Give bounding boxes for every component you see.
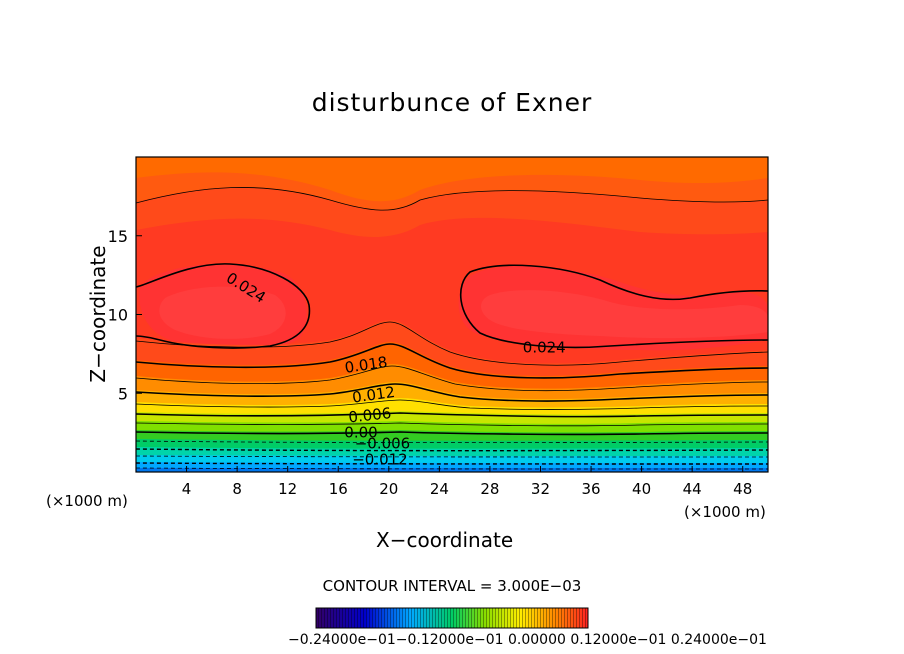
x-tick-label: 12 [278, 480, 297, 498]
x-tick-label: 48 [733, 480, 752, 498]
contour-line-0006 [136, 412, 768, 418]
x-tick-label: 4 [182, 480, 192, 498]
y-axis-label: Z−coordinate [86, 245, 110, 383]
field-lobe-left-inner [159, 286, 286, 339]
contour-field [136, 157, 768, 472]
contour-line-0009 [136, 399, 768, 410]
contour-lines [136, 187, 768, 470]
x-tick-label: 24 [430, 480, 449, 498]
y-axis: 5 10 15 [108, 227, 142, 403]
colorbar-stripes [316, 608, 588, 628]
contour-line-neg-0006 [136, 448, 768, 452]
x-axis-label: X−coordinate [376, 528, 514, 552]
contour-interval-text: CONTOUR INTERVAL = 3.000E−03 [322, 577, 582, 595]
contour-line-0012 [136, 383, 768, 402]
contour-label: 0.018 [344, 353, 389, 377]
contour-line-0003 [136, 422, 768, 427]
y-tick-label: 10 [108, 306, 128, 325]
x-axis: 4 8 12 16 20 24 28 32 36 40 44 48 [182, 466, 752, 498]
contour-line-neg-0003 [136, 440, 768, 444]
field-lobe-right-inner [481, 290, 768, 339]
x-tick-label: 16 [329, 480, 348, 498]
y-tick-label: 5 [118, 384, 128, 403]
contour-labels: 0.0240.0240.0180.0120.0060.00−0.006−0.01… [223, 269, 566, 469]
contour-line-neg-0009 [136, 455, 768, 458]
contour-line-neg-0015 [136, 467, 768, 470]
x-unit-left: (×1000 m) [46, 492, 128, 510]
colorbar-frame [315, 607, 589, 629]
x-tick-label: 40 [632, 480, 651, 498]
x-tick-label: 28 [480, 480, 499, 498]
contour-line-0018 [136, 343, 768, 379]
x-tick-label: 8 [232, 480, 242, 498]
field-band-blue [136, 468, 768, 472]
x-tick-label: 44 [683, 480, 702, 498]
colorbar [315, 607, 589, 629]
contour-line-0024-right [459, 264, 768, 349]
x-unit-right: (×1000 m) [684, 503, 766, 521]
contour-line-upper [136, 187, 768, 211]
x-tick-label: 36 [581, 480, 600, 498]
contour-line-0015 [136, 365, 768, 392]
contour-label: 0.00 [344, 424, 377, 442]
colorbar-labels: −0.24000e−01−0.12000e−01 0.00000 0.12000… [288, 632, 767, 648]
contour-label: −0.006 [355, 435, 411, 453]
contour-line-0000 [136, 431, 768, 436]
x-tick-label: 32 [531, 480, 550, 498]
contour-label: 0.024 [523, 339, 566, 357]
x-tick-label: 20 [379, 480, 398, 498]
chart-title: disturbunce of Exner [311, 88, 593, 117]
contour-line-neg-0012 [136, 462, 768, 465]
contour-label: 0.006 [348, 404, 393, 426]
contour-line-0024-left [136, 263, 311, 349]
contour-label: −0.012 [352, 450, 408, 468]
contour-label: 0.012 [351, 383, 396, 407]
contour-line-0021 [136, 321, 768, 366]
y-tick-label: 15 [108, 227, 128, 246]
